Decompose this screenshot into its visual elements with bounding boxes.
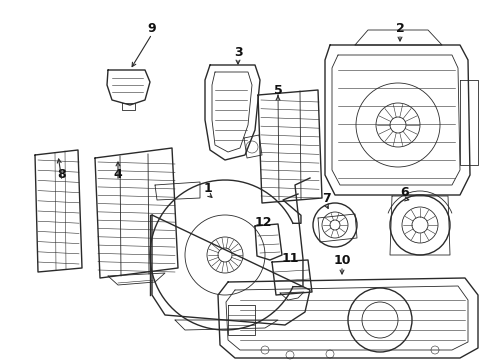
Text: 6: 6 bbox=[401, 186, 409, 199]
Text: 11: 11 bbox=[281, 252, 299, 265]
Text: 2: 2 bbox=[395, 22, 404, 35]
Text: 7: 7 bbox=[321, 192, 330, 204]
Text: 1: 1 bbox=[204, 181, 212, 194]
Text: 5: 5 bbox=[273, 84, 282, 96]
Text: 3: 3 bbox=[234, 45, 243, 58]
Text: 4: 4 bbox=[114, 168, 122, 181]
Text: 12: 12 bbox=[254, 216, 272, 229]
Text: 9: 9 bbox=[147, 22, 156, 35]
Text: 10: 10 bbox=[333, 253, 351, 266]
Text: 8: 8 bbox=[58, 168, 66, 181]
